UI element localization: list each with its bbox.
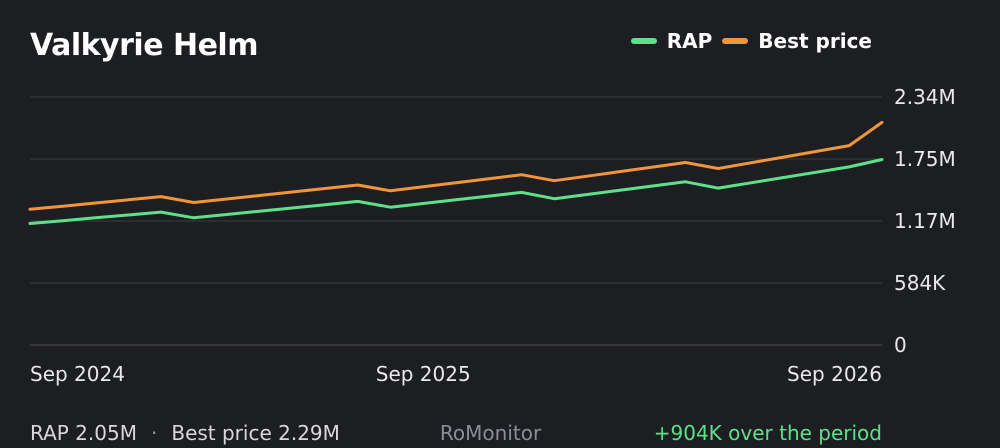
series-lines <box>28 120 884 225</box>
chart-footer: RAP 2.05M · Best price 2.29M RoMonitor +… <box>30 421 882 445</box>
chart-title: Valkyrie Helm <box>30 28 258 63</box>
grid-lines <box>30 96 882 346</box>
y-tick-label: 1.75M <box>894 147 956 171</box>
y-axis-ticks: 2.34M 1.75M 1.17M 584K 0 <box>894 85 956 357</box>
x-tick-label: Sep 2024 <box>30 362 125 386</box>
legend-swatch-rap <box>630 38 657 44</box>
y-tick-label: 0 <box>894 333 907 357</box>
footer-separator: · <box>150 421 158 445</box>
x-axis-ticks: Sep 2024 Sep 2025 Sep 2026 <box>30 362 882 386</box>
legend-swatch-best-price <box>722 38 749 44</box>
legend-label-best-price: Best price <box>758 29 872 53</box>
legend-item-rap: RAP <box>630 29 713 53</box>
footer-brand: RoMonitor <box>439 421 542 445</box>
footer-best-price-value: Best price 2.29M <box>171 421 340 445</box>
y-tick-label: 1.17M <box>894 209 956 233</box>
legend-item-best-price: Best price <box>722 29 872 53</box>
legend-label-rap: RAP <box>666 29 713 53</box>
series-line-rap <box>28 158 884 225</box>
chart-legend: RAP Best price <box>630 29 872 53</box>
y-tick-label: 2.34M <box>894 85 956 109</box>
footer-rap-value: RAP 2.05M <box>30 421 137 445</box>
x-tick-label: Sep 2025 <box>376 362 471 386</box>
x-tick-label: Sep 2026 <box>787 362 882 386</box>
y-tick-label: 584K <box>894 271 946 295</box>
series-line-best-price <box>28 120 884 211</box>
footer-delta: +904K over the period <box>653 421 882 445</box>
